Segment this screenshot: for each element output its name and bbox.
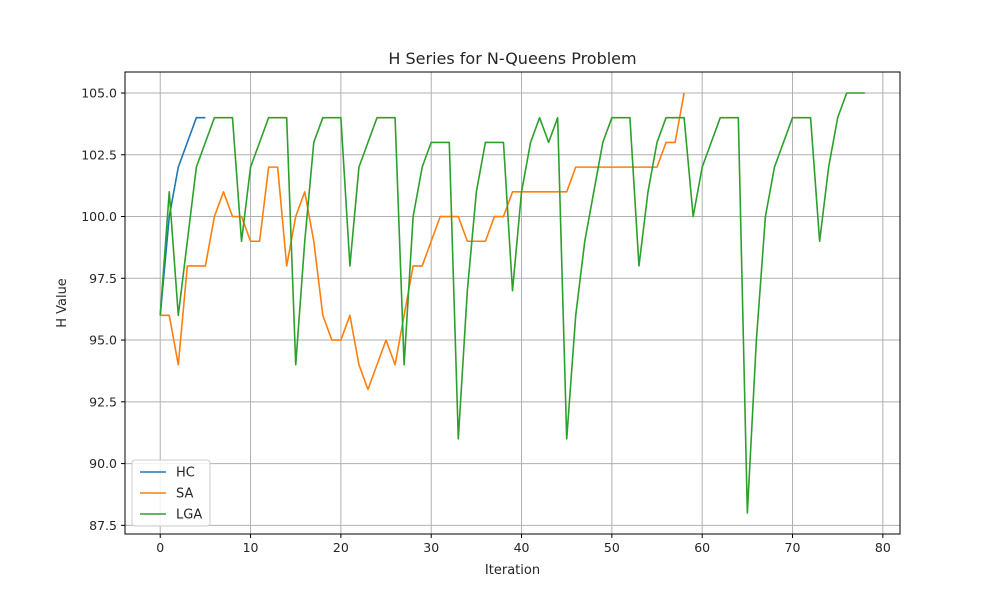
series-lines <box>159 92 865 514</box>
x-tick-label: 30 <box>423 540 439 555</box>
y-tick-label: 92.5 <box>89 394 117 409</box>
y-tick-label: 105.0 <box>81 86 117 101</box>
legend-label-lga: LGA <box>176 508 202 523</box>
y-axis-ticks: 87.5 90.0 92.5 95.0 97.5 100.0 102.5 105.0 <box>81 86 125 533</box>
y-tick-label: 87.5 <box>89 518 117 533</box>
x-tick-label: 0 <box>156 540 164 555</box>
x-tick-label: 20 <box>333 540 349 555</box>
y-tick-label: 102.5 <box>81 147 117 162</box>
plot-area-frame <box>124 71 901 535</box>
y-axis-label: H Value <box>55 278 70 328</box>
legend-box <box>131 459 211 527</box>
x-tick-label: 60 <box>694 540 710 555</box>
legend-label-hc: HC <box>176 466 195 481</box>
y-tick-label: 95.0 <box>89 333 117 348</box>
series-line-lga <box>159 92 865 514</box>
x-tick-label: 80 <box>875 540 891 555</box>
series-line-sa <box>160 92 685 391</box>
x-tick-label: 40 <box>514 540 530 555</box>
series-line-hc <box>159 116 206 316</box>
y-tick-label: 97.5 <box>89 271 117 286</box>
chart-title: H Series for N-Queens Problem <box>388 49 636 68</box>
legend: HC SA LGA <box>131 459 211 527</box>
x-axis-ticks: 0 10 20 30 40 50 60 70 80 <box>156 534 891 555</box>
y-tick-label: 90.0 <box>89 456 117 471</box>
legend-label-sa: SA <box>176 487 193 502</box>
x-tick-label: 70 <box>785 540 801 555</box>
x-tick-label: 10 <box>243 540 259 555</box>
y-tick-label: 100.0 <box>81 209 117 224</box>
x-tick-label: 50 <box>604 540 620 555</box>
x-axis-label: Iteration <box>485 563 540 578</box>
